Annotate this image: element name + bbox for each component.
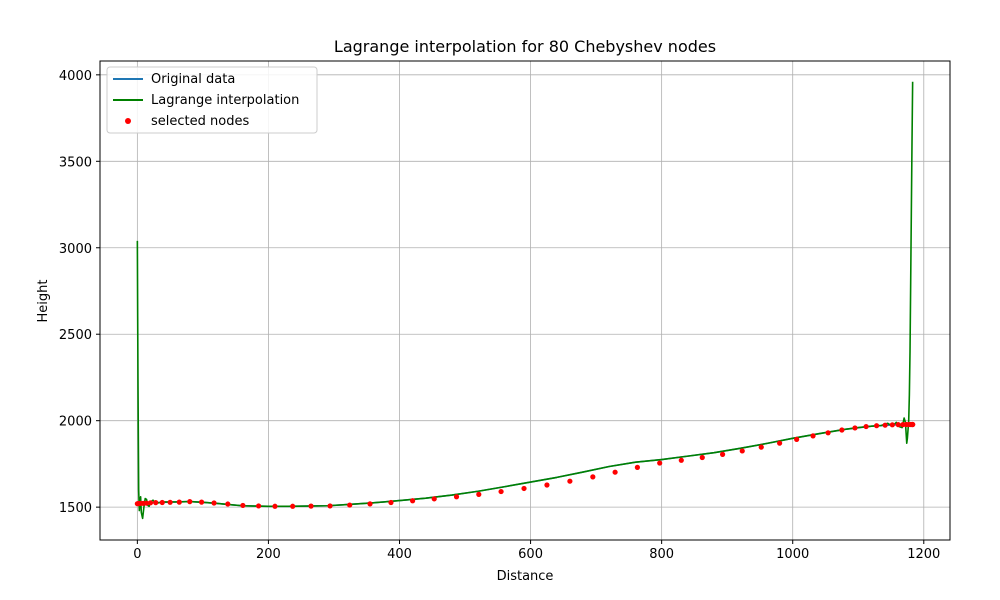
selected-node-point: [198, 499, 205, 505]
selected-node-point: [256, 503, 262, 509]
chart-title: Lagrange interpolation for 80 Chebyshev …: [334, 37, 716, 56]
selected-node-point: [889, 422, 895, 428]
selected-node-point: [612, 469, 618, 475]
selected-node-point: [657, 460, 663, 466]
selected-node-point: [739, 448, 745, 454]
selected-node-point: [852, 425, 858, 431]
legend-nodes-label: selected nodes: [151, 114, 249, 129]
selected-node-point: [825, 430, 831, 436]
selected-node-point: [367, 501, 373, 507]
y-tick-label: 2000: [59, 415, 92, 430]
selected-node-point: [634, 464, 640, 470]
x-tick-label: 0: [133, 547, 141, 562]
y-tick-label: 3000: [59, 242, 92, 257]
selected-node-point: [777, 440, 783, 446]
selected-node-point: [590, 474, 596, 480]
plot-area: [134, 81, 916, 520]
selected-node-point: [453, 494, 460, 500]
selected-node-point: [272, 503, 278, 509]
selected-node-point: [476, 491, 482, 497]
selected-node-point: [176, 499, 182, 505]
selected-node-point: [719, 451, 726, 457]
selected-node-point: [153, 500, 159, 506]
y-tick-label: 1500: [59, 501, 92, 516]
selected-node-point: [187, 499, 193, 505]
legend-interpolation-label: Lagrange interpolation: [151, 93, 299, 108]
selected-node-point: [143, 500, 150, 506]
selected-node-point: [544, 482, 550, 488]
selected-node-point: [388, 499, 394, 506]
x-tick-label: 400: [387, 547, 412, 562]
x-tick-label: 1200: [907, 547, 940, 562]
x-tick-label: 200: [256, 547, 281, 562]
selected-node-point: [327, 503, 333, 509]
selected-node-point: [347, 502, 353, 508]
selected-node-point: [147, 500, 154, 506]
selected-node-point: [758, 444, 764, 450]
selected-node-point: [678, 457, 684, 463]
y-tick-label: 2500: [59, 328, 92, 343]
selected-node-point: [290, 503, 296, 509]
axis-ticks: 0 200 400 600 800 1000 1200 1500 2000 2500 3000 350…: [59, 69, 940, 562]
x-tick-label: 600: [518, 547, 543, 562]
selected-node-point: [308, 503, 314, 509]
selected-node-point: [839, 427, 845, 433]
selected-node-point: [882, 422, 888, 428]
x-axis-label: Distance: [497, 569, 554, 584]
selected-node-point: [699, 454, 705, 461]
x-tick-label: 1000: [776, 547, 809, 562]
y-tick-label: 3500: [59, 155, 92, 170]
selected-node-point: [431, 496, 437, 502]
selected-node-point: [410, 498, 416, 504]
series-group: [134, 81, 916, 520]
legend: Original data Lagrange interpolation sel…: [106, 66, 318, 134]
selected-node-point: [240, 502, 246, 509]
legend-nodes-marker: [125, 118, 131, 124]
selected-node-point: [159, 499, 165, 506]
legend-box: [106, 66, 318, 134]
selected-node-point: [794, 436, 800, 442]
selected-node-point: [498, 488, 504, 495]
selected-node-point: [225, 501, 231, 507]
selected-node-point: [521, 485, 527, 492]
selected-node-point: [211, 500, 217, 506]
selected-node-point: [167, 499, 173, 505]
y-tick-label: 4000: [59, 69, 92, 84]
x-tick-label: 800: [649, 547, 674, 562]
selected-node-point: [567, 478, 573, 484]
selected-node-point: [810, 433, 816, 439]
y-axis-label: Height: [36, 280, 51, 323]
legend-original-label: Original data: [151, 72, 235, 87]
selected-node-point: [910, 421, 916, 428]
selected-node-point: [895, 422, 901, 428]
selected-node-point: [874, 423, 880, 429]
selected-node-point: [863, 423, 869, 430]
axes-frame: [99, 60, 951, 541]
